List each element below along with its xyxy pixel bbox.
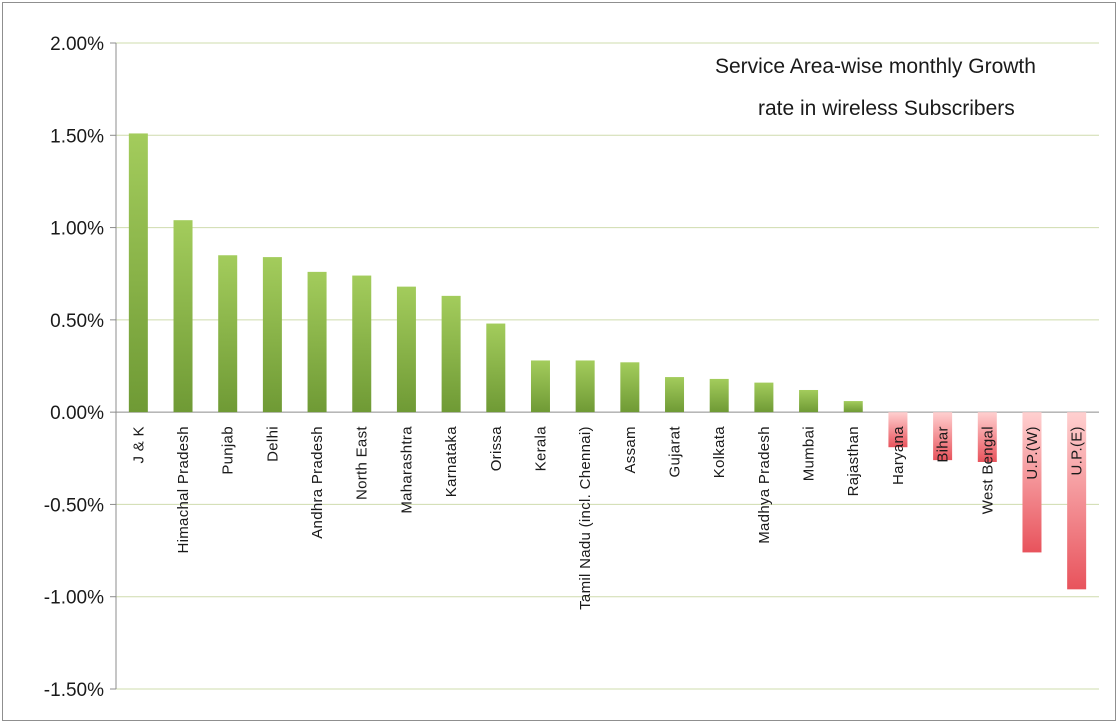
bar-rajasthan (843, 401, 863, 413)
category-label: Himachal Pradesh (175, 426, 192, 553)
bar-haryana (888, 412, 908, 448)
bar-kerala (530, 360, 550, 413)
category-label: Tamil Nadu (incl. Chennai) (577, 426, 594, 610)
category-label: Rajasthan (845, 426, 862, 496)
y-tick-label: 0.50% (50, 311, 104, 332)
category-label: Gujarat (667, 426, 684, 478)
bar-u-p-e (1067, 412, 1087, 590)
category-labels: J & K Himachal Pradesh Punjab Delhi Andhra P… (130, 426, 1085, 610)
category-label: Orissa (488, 426, 505, 471)
category-label: Mumbai (801, 426, 818, 481)
y-tick-label: 1.50% (50, 126, 104, 147)
category-label: J & K (130, 426, 147, 463)
category-label: North East (354, 426, 371, 500)
bar-chart: 2.00% 1.50% 1.00% 0.50% 0.00% -0.50% -1.00% -1.… (44, 34, 1099, 701)
y-tick-label: -1.50% (44, 680, 104, 701)
category-label: U.P.(W) (1024, 426, 1041, 480)
bar-himachal-pradesh (173, 220, 193, 413)
bar-andhra-pradesh (307, 271, 327, 413)
bar-j-k (128, 133, 148, 413)
y-tick-label: -0.50% (44, 495, 104, 516)
bar-bihar (933, 412, 953, 461)
category-label: Madhya Pradesh (756, 426, 773, 544)
y-tick-label: 1.00% (50, 219, 104, 240)
bar-kolkata (709, 378, 729, 413)
bar-gujarat (665, 377, 685, 413)
bar-karnataka (441, 295, 461, 413)
bars (128, 133, 1087, 590)
bar-assam (620, 362, 640, 413)
category-label: Assam (622, 426, 639, 473)
chart-title-line: rate in wireless Subscribers (758, 97, 1015, 120)
category-label: Kolkata (711, 426, 728, 478)
category-label: Punjab (220, 426, 237, 475)
category-label: Karnataka (443, 426, 460, 497)
bar-west-bengal (977, 412, 997, 462)
y-tick-label: 0.00% (50, 403, 104, 424)
y-tick-label: -1.00% (44, 588, 104, 609)
chart-title-line: Service Area-wise monthly Growth (715, 55, 1036, 78)
category-label: Haryana (890, 426, 907, 485)
y-tick-label: 2.00% (50, 34, 104, 55)
bar-madhya-pradesh (754, 382, 774, 413)
bar-delhi (262, 257, 282, 413)
category-label: Maharashtra (398, 426, 415, 514)
bar-mumbai (799, 389, 819, 413)
category-label: West Bengal (979, 426, 996, 514)
bar-north-east (352, 275, 372, 413)
category-label: U.P.(E) (1069, 426, 1086, 475)
bar-tamil-nadu-incl-chennai (575, 360, 595, 413)
category-label: Bihar (935, 426, 952, 463)
bar-punjab (218, 255, 238, 413)
bar-orissa (486, 323, 506, 413)
category-label: Delhi (264, 426, 281, 462)
category-label: Andhra Pradesh (309, 426, 326, 539)
axes: 2.00% 1.50% 1.00% 0.50% 0.00% -0.50% -1.00% -1.… (44, 34, 1099, 701)
category-label: Kerala (532, 426, 549, 472)
chart-title: Service Area-wise monthly Growth rate in … (715, 55, 1036, 120)
bar-maharashtra (396, 286, 416, 413)
bar-u-p-w (1022, 412, 1042, 553)
